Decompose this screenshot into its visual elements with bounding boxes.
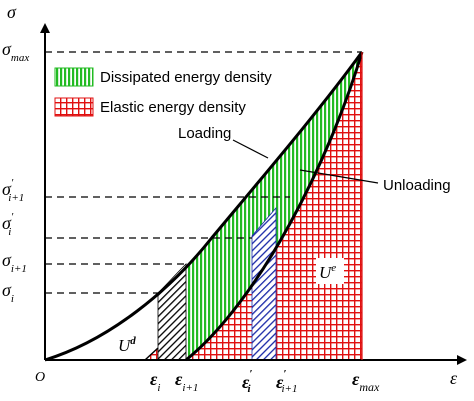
legend-swatch-dissipated <box>54 67 94 87</box>
ue-label-bg <box>316 258 344 284</box>
x-tick-eps-max: εmax <box>352 369 380 394</box>
y-tick-sigma-prime-i1: σ′ i+1 <box>2 177 24 204</box>
unloading-label: Unloading <box>383 177 451 194</box>
ud-label: Ud <box>118 335 136 355</box>
ue-label: Ue <box>319 262 336 282</box>
y-tick-sigma-i1: σi+1 <box>2 250 27 275</box>
unloading-curve <box>185 51 364 362</box>
loading-pointer <box>232 139 269 159</box>
increment-strip-loading <box>157 263 187 361</box>
y-axis-symbol: σ <box>7 2 17 22</box>
x-tick-eps-i1: εi+1 <box>175 369 198 394</box>
loading-curve <box>44 51 364 362</box>
horizontal-guides <box>45 51 362 294</box>
legend: Dissipated energy density Elastic energy… <box>54 67 272 117</box>
loading-label: Loading <box>178 125 231 142</box>
y-tick-labels: σmax σ′ i+1 σ′ i σi+1 σi <box>2 39 29 305</box>
y-tick-sigma-i: σi <box>2 280 14 305</box>
x-tick-labels: εi εi+1 ε′ i ε′ i+1 εmax <box>150 368 380 395</box>
ud-label-bg <box>114 331 142 357</box>
unloading-line-small <box>144 347 159 361</box>
y-tick-sigma-max: σmax <box>2 39 29 64</box>
origin-label: O <box>35 370 45 385</box>
legend-swatch-elastic <box>54 97 94 117</box>
x-tick-eps-prime-i1: ε′ i+1 <box>276 368 297 395</box>
y-tick-sigma-prime-i: σ′ i <box>2 211 14 238</box>
legend-label-dissipated: Dissipated energy density <box>100 69 272 86</box>
x-tick-eps-prime-i: ε′ i <box>242 368 252 395</box>
x-axis-symbol: ε <box>450 368 458 388</box>
legend-label-elastic: Elastic energy density <box>100 99 246 116</box>
x-tick-eps-i: εi <box>150 369 160 394</box>
unloading-pointer <box>299 169 379 184</box>
